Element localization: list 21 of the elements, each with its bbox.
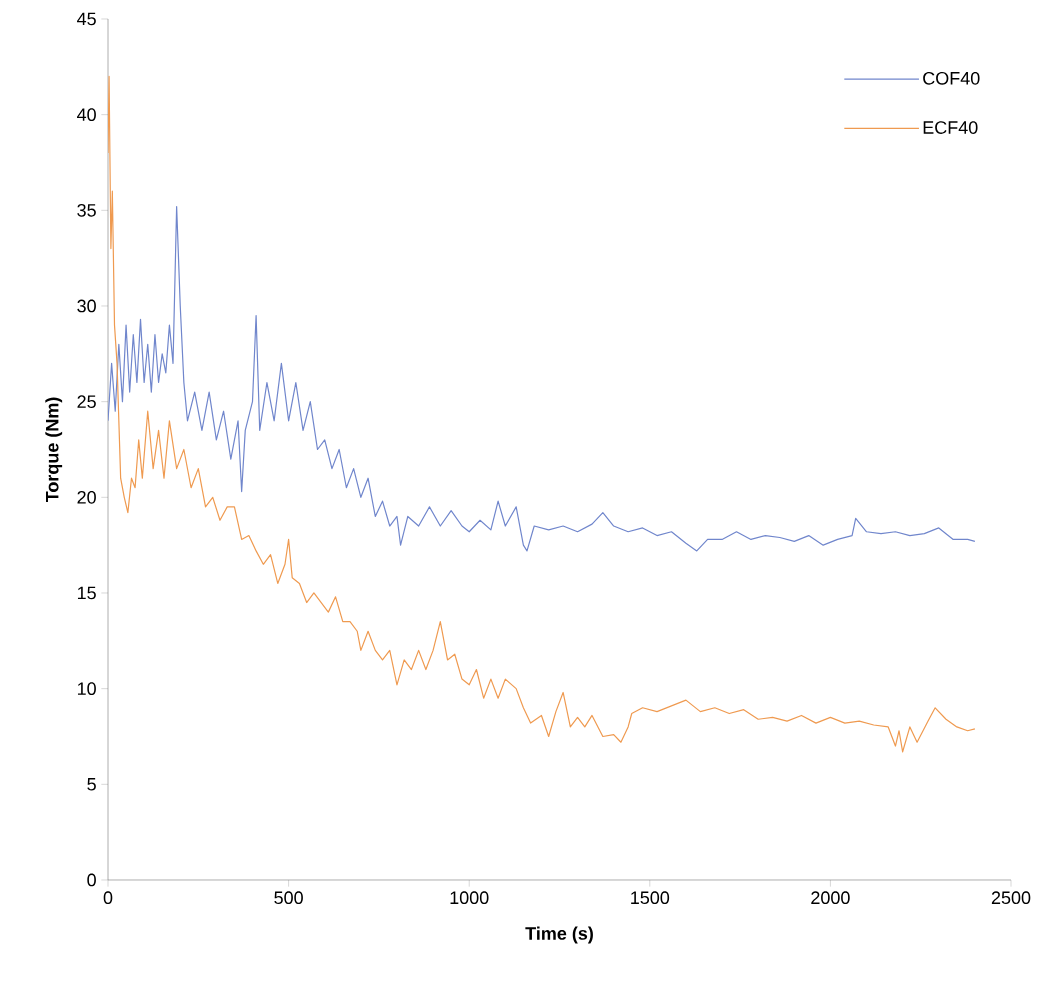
y-tick-label: 45 [77, 12, 96, 26]
x-tick-label: 2000 [811, 891, 850, 905]
y-tick-label: 10 [77, 682, 96, 696]
y-tick-label: 40 [77, 108, 96, 122]
y-tick-label: 35 [77, 203, 96, 217]
y-tick-label: 25 [77, 395, 96, 409]
x-tick-label: 500 [274, 891, 303, 905]
line-series [108, 205, 976, 552]
y-tick-label: 0 [87, 873, 96, 887]
legend-label: COF40 [923, 71, 980, 85]
y-tick-label: 20 [77, 490, 96, 504]
y-tick-label: 15 [77, 586, 96, 600]
x-tick-label: 2500 [991, 891, 1031, 905]
y-tick-label: 5 [87, 778, 96, 791]
x-tick-label: 1500 [631, 891, 670, 905]
x-axis-title: Time (s) [525, 926, 593, 944]
x-tick-label: 0 [103, 891, 113, 905]
legend-label: ECF40 [923, 121, 978, 134]
y-tick-label: 30 [77, 299, 96, 313]
y-axis-title: Torque (Nm) [45, 397, 63, 503]
x-tick-label: 1000 [450, 891, 489, 905]
